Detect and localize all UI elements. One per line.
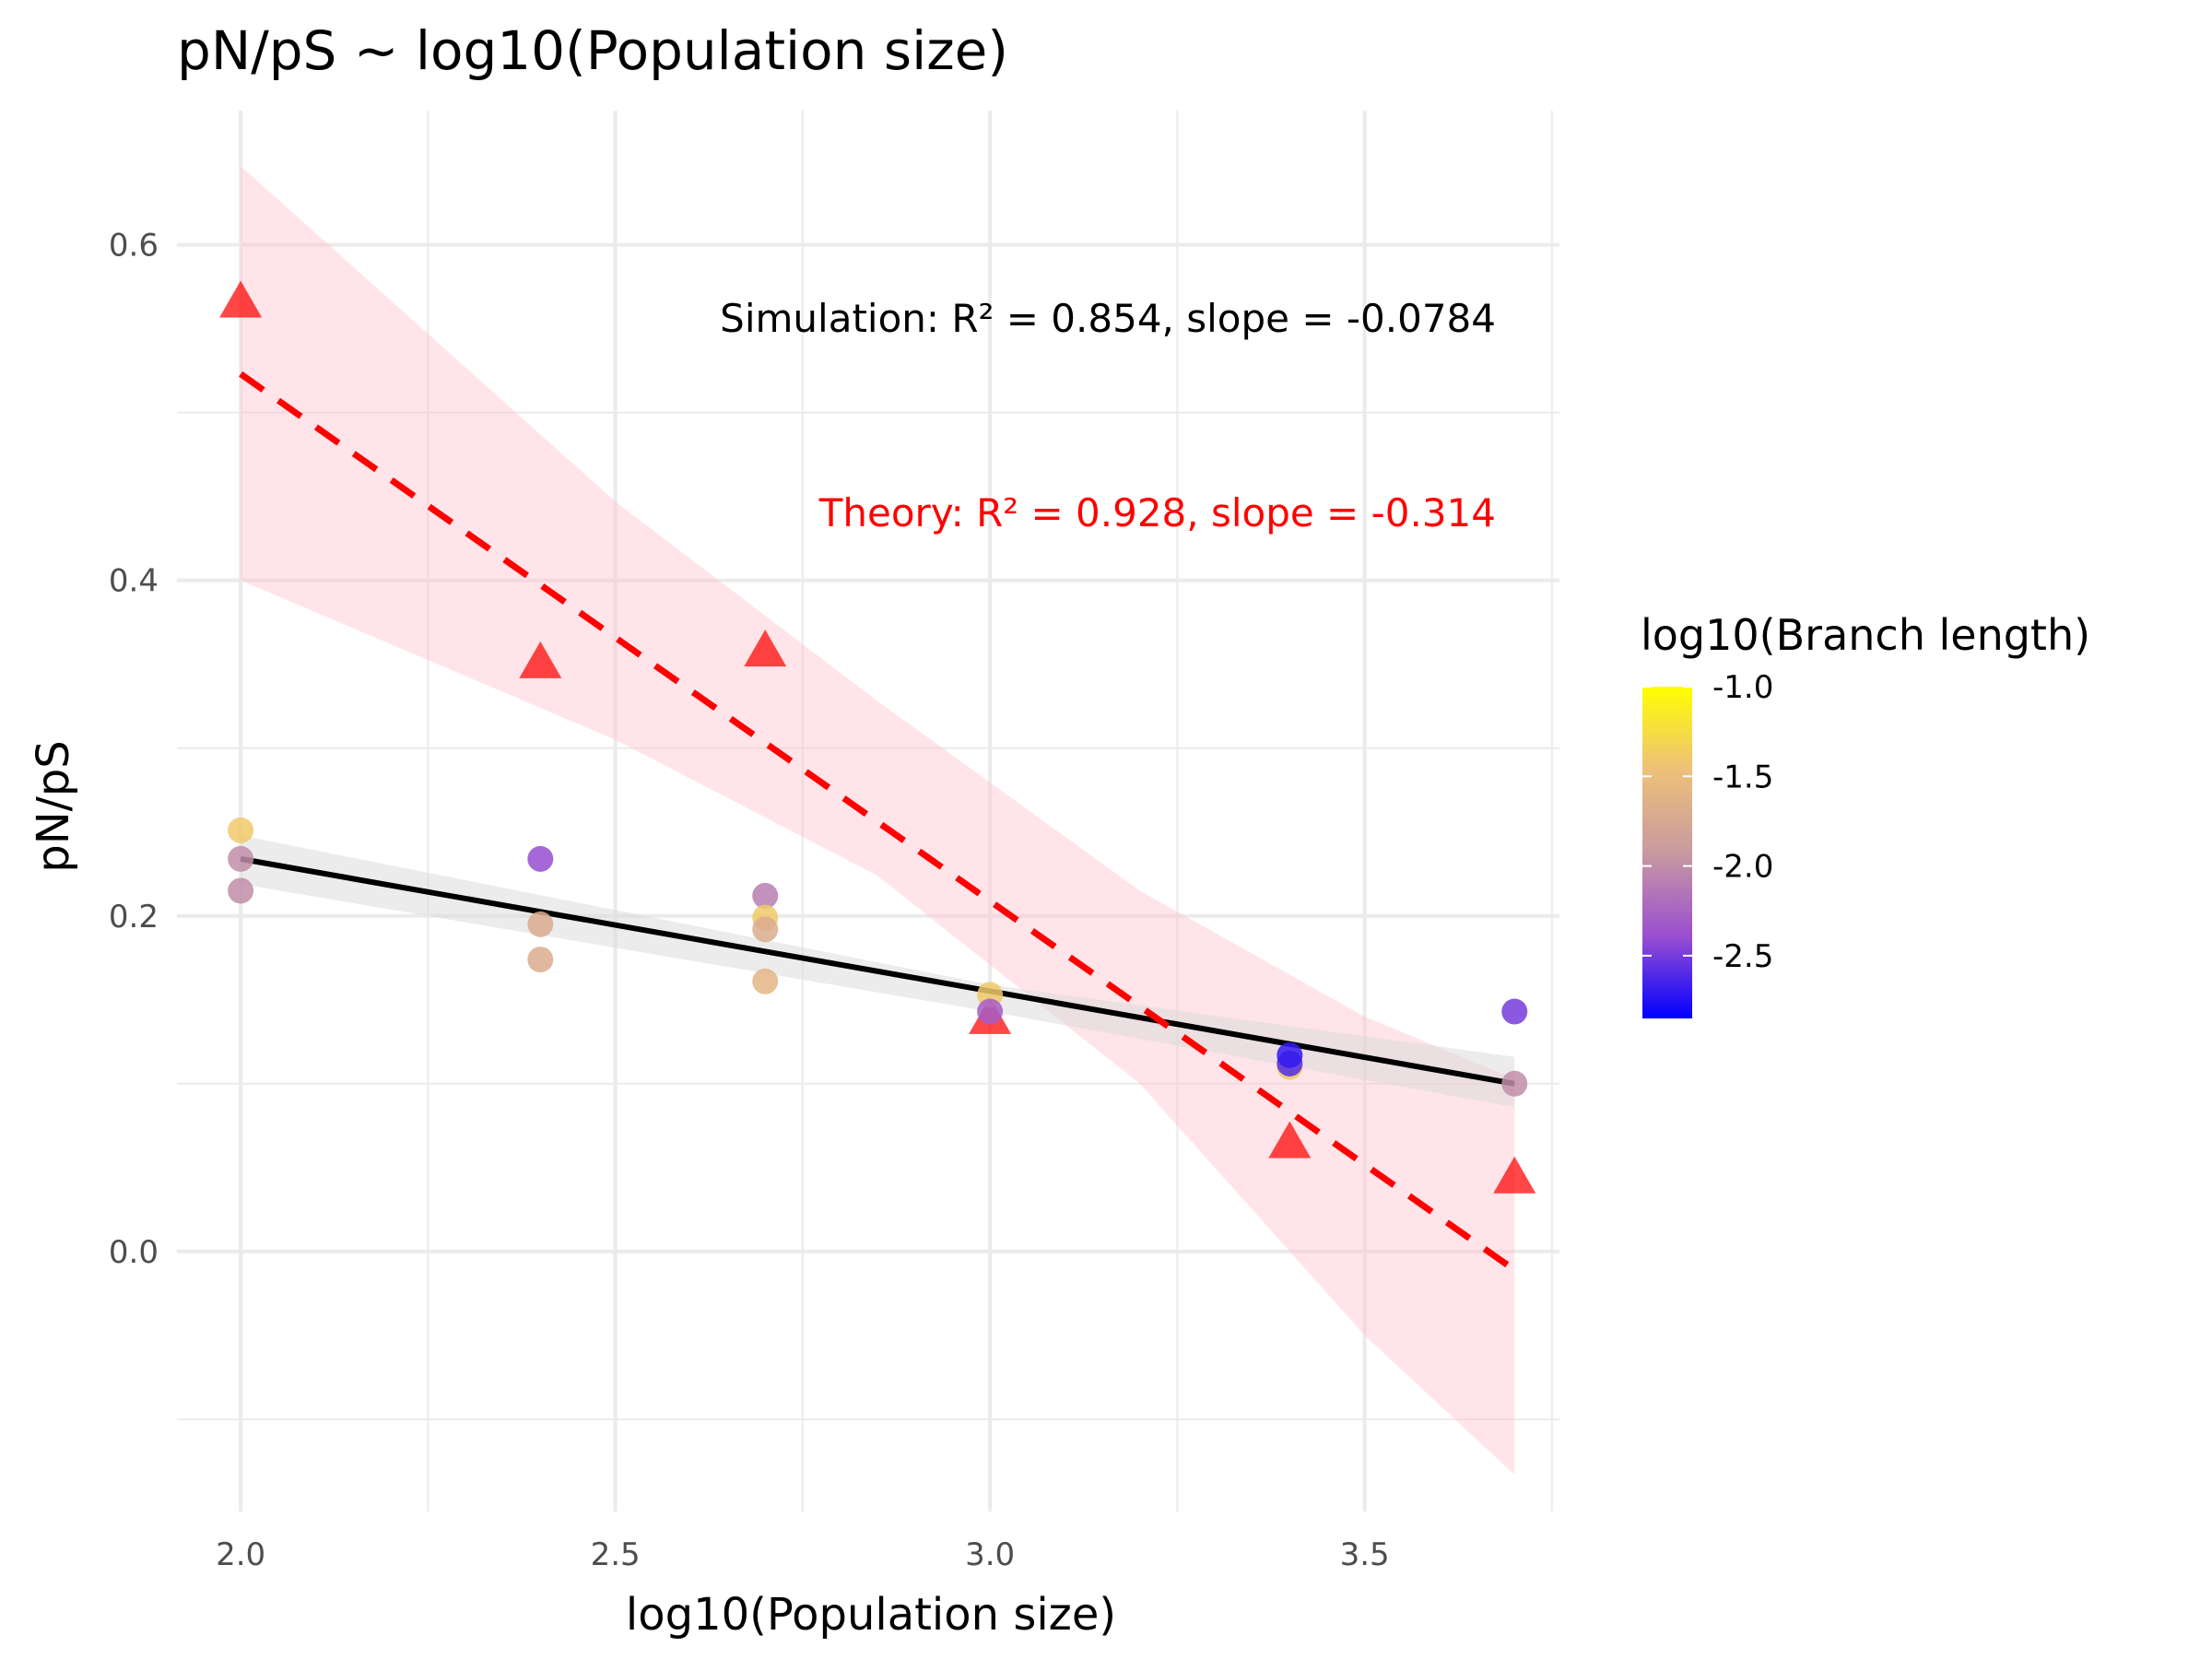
simulation-point xyxy=(527,911,554,937)
colorbar-ticks: -1.0 -1.5 -2.0 -2.5 xyxy=(1642,669,1773,975)
fit-lines xyxy=(239,371,1517,1273)
colorbar-tick-label: -1.5 xyxy=(1712,759,1773,795)
simulation-point xyxy=(1501,1070,1528,1097)
simulation-point xyxy=(752,882,779,909)
y-tick-label: 0.2 xyxy=(109,899,159,935)
simulation-point xyxy=(1501,998,1528,1025)
simulation-point xyxy=(228,817,254,843)
colorbar-tick-label: -2.0 xyxy=(1712,849,1773,886)
simulation-point xyxy=(527,845,554,872)
theory-point xyxy=(519,641,562,678)
legend-title: log10(Branch length) xyxy=(1641,610,2090,660)
simulation-point xyxy=(527,947,554,973)
colorbar-tick-label: -1.0 xyxy=(1712,669,1773,706)
x-tick-label: 3.0 xyxy=(965,1536,1015,1573)
theory-point xyxy=(744,629,787,667)
simulation-point xyxy=(228,877,254,904)
y-tick-label: 0.6 xyxy=(109,228,159,265)
colorbar-legend: log10(Branch length) -1.0 -1.5 -2.0 -2.5 xyxy=(1641,610,2090,1018)
chart-title: pN/pS ~ log10(Population size) xyxy=(177,19,1008,82)
simulation-annotation: Simulation: R² = 0.854, slope = -0.0784 xyxy=(720,296,1496,341)
theory-fit-line xyxy=(239,371,1517,1273)
theory-point xyxy=(1268,1121,1312,1159)
y-axis-ticks: 0.0 0.2 0.4 0.6 xyxy=(109,228,159,1271)
simulation-point xyxy=(752,968,779,994)
simulation-point xyxy=(977,998,1004,1025)
theory-point xyxy=(219,280,263,318)
x-tick-label: 2.5 xyxy=(591,1536,641,1573)
x-axis-ticks: 2.0 2.5 3.0 3.5 xyxy=(216,1536,1390,1573)
theory-annotation: Theory: R² = 0.928, slope = -0.314 xyxy=(818,490,1496,535)
data-points xyxy=(219,280,1536,1194)
simulation-fit-line xyxy=(240,855,1515,1087)
colorbar-tick-label: -2.5 xyxy=(1712,938,1773,975)
x-tick-label: 3.5 xyxy=(1340,1536,1390,1573)
y-tick-label: 0.4 xyxy=(109,563,159,600)
theory-point xyxy=(1493,1156,1536,1194)
x-axis-title: log10(Population size) xyxy=(626,1589,1116,1641)
simulation-point xyxy=(1277,1041,1303,1068)
x-tick-label: 2.0 xyxy=(216,1536,265,1573)
y-axis-title: pN/pS xyxy=(28,740,79,872)
annotations: Simulation: R² = 0.854, slope = -0.0784 … xyxy=(720,296,1496,535)
simulation-point xyxy=(228,845,254,872)
y-tick-label: 0.0 xyxy=(109,1234,159,1271)
colorbar xyxy=(1642,687,1692,1018)
simulation-point xyxy=(752,916,779,943)
grid xyxy=(177,111,1559,1512)
theory-confidence-band xyxy=(241,166,1515,1475)
